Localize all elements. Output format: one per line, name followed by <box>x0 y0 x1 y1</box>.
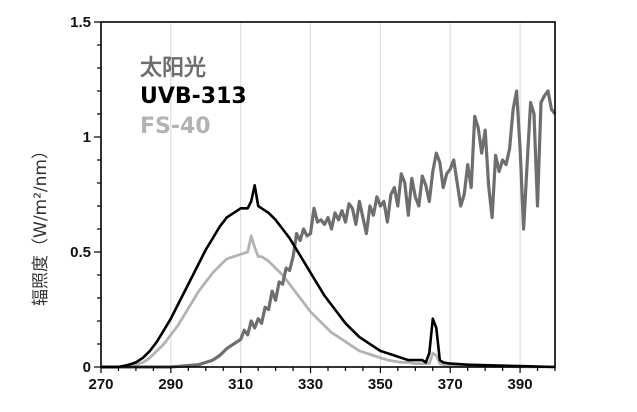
x-tick-label: 350 <box>368 376 393 393</box>
x-axis: 270 290 310 330 350 370 390 <box>88 367 556 393</box>
x-tick-label: 370 <box>438 376 463 393</box>
x-tick-label: 330 <box>298 376 323 393</box>
vertical-grid <box>170 22 521 367</box>
legend-entry: 太阳光 <box>140 56 206 81</box>
x-tick-label: 290 <box>158 376 183 393</box>
y-tick-label: 0 <box>83 359 91 376</box>
uvb-313-line <box>101 184 556 369</box>
sunlight-line <box>101 89 557 369</box>
legend-entry: FS-40 <box>140 114 211 139</box>
legend: 太阳光 UVB-313 FS-40 <box>140 56 247 139</box>
y-tick-label: 1 <box>83 129 91 146</box>
x-tick-label: 310 <box>228 376 253 393</box>
fs-40-line <box>101 234 556 369</box>
y-axis-label: 辐照度（W/m²/nm） <box>31 142 51 306</box>
y-axis: 0 0.5 1 1.5 <box>70 14 101 376</box>
x-tick-label: 390 <box>508 376 533 393</box>
legend-entry: UVB-313 <box>140 84 247 109</box>
series-lines <box>101 89 557 369</box>
y-tick-label: 0.5 <box>70 244 91 261</box>
x-tick-label: 270 <box>88 376 113 393</box>
y-tick-label: 1.5 <box>70 14 91 31</box>
